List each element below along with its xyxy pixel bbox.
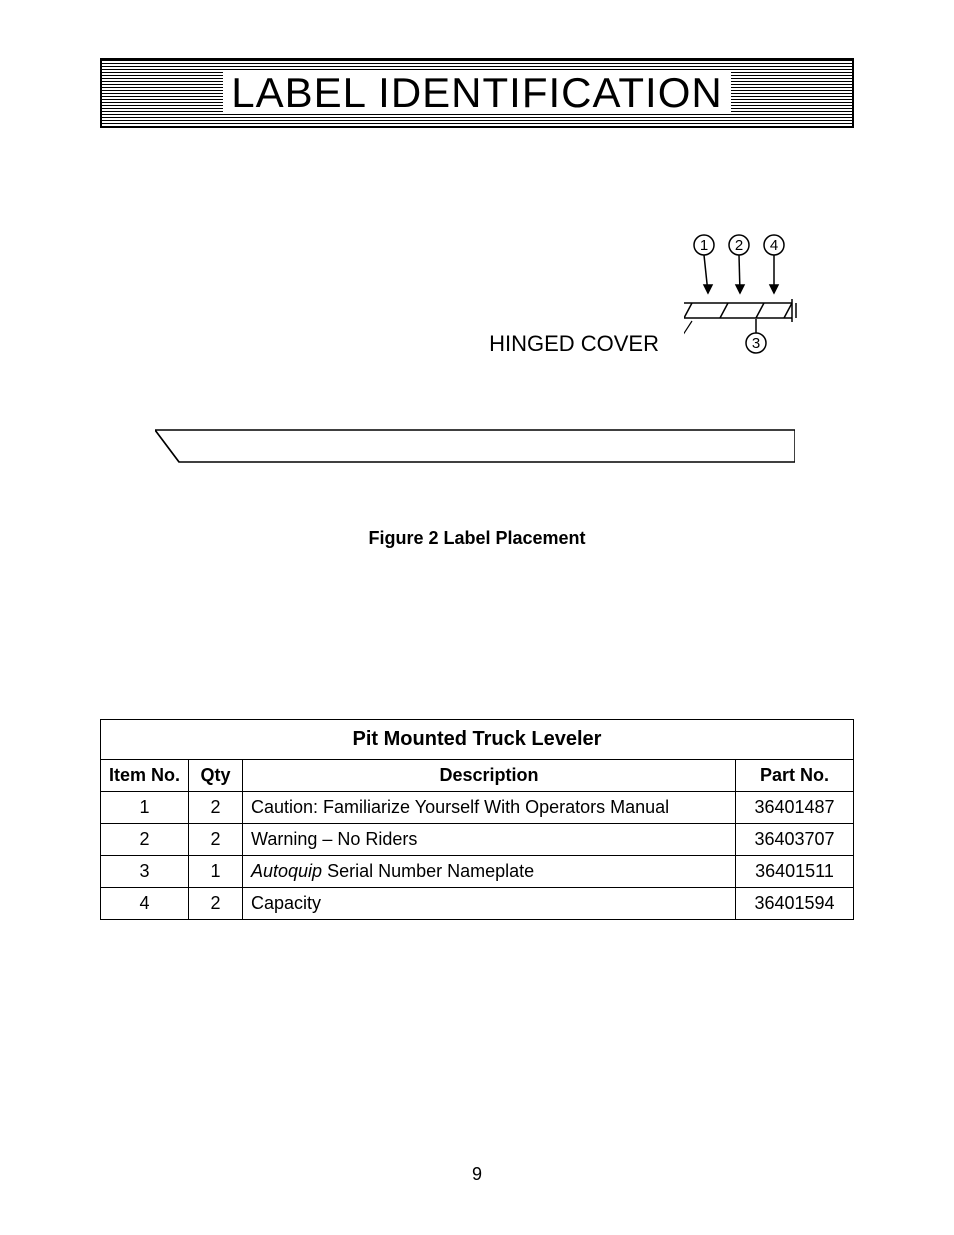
figure-diagram-area: HINGED COVER 1 2 4	[100, 233, 854, 383]
cell-qty: 1	[189, 856, 243, 888]
cell-desc: Autoquip Serial Number Nameplate	[243, 856, 736, 888]
page-number: 9	[0, 1164, 954, 1185]
hinged-cover-label: HINGED COVER	[489, 331, 659, 357]
leveler-side-profile	[155, 428, 854, 473]
callout-2: 2	[729, 235, 749, 255]
cell-qty: 2	[189, 824, 243, 856]
cell-item: 1	[101, 792, 189, 824]
col-header-part: Part No.	[735, 760, 853, 792]
page-title: LABEL IDENTIFICATION	[223, 72, 730, 114]
col-header-desc: Description	[243, 760, 736, 792]
cell-item: 3	[101, 856, 189, 888]
table-row: 4 2 Capacity 36401594	[101, 888, 854, 920]
svg-text:2: 2	[735, 237, 743, 254]
parts-table: Pit Mounted Truck Leveler Item No. Qty D…	[100, 719, 854, 920]
callout-3: 3	[746, 319, 766, 353]
cell-part: 36403707	[735, 824, 853, 856]
cell-part: 36401594	[735, 888, 853, 920]
title-banner: LABEL IDENTIFICATION	[100, 58, 854, 128]
cell-part: 36401511	[735, 856, 853, 888]
table-row: 1 2 Caution: Familiarize Yourself With O…	[101, 792, 854, 824]
col-header-item: Item No.	[101, 760, 189, 792]
leader-lines	[704, 255, 778, 293]
figure-caption: Figure 2 Label Placement	[100, 528, 854, 549]
table-row: 3 1 Autoquip Serial Number Nameplate 364…	[101, 856, 854, 888]
cell-desc: Caution: Familiarize Yourself With Opera…	[243, 792, 736, 824]
label-placement-diagram: 1 2 4	[684, 233, 824, 363]
cell-item: 2	[101, 824, 189, 856]
hinged-cover-leader	[684, 321, 692, 341]
hinged-cover-bracket	[684, 299, 796, 322]
cell-qty: 2	[189, 888, 243, 920]
table-title-row: Pit Mounted Truck Leveler	[101, 720, 854, 760]
parts-table-container: Pit Mounted Truck Leveler Item No. Qty D…	[100, 719, 854, 920]
callout-1: 1	[694, 235, 714, 255]
cell-qty: 2	[189, 792, 243, 824]
cell-part: 36401487	[735, 792, 853, 824]
cell-item: 4	[101, 888, 189, 920]
svg-text:4: 4	[770, 237, 778, 254]
svg-text:1: 1	[700, 237, 708, 254]
table-header-row: Item No. Qty Description Part No.	[101, 760, 854, 792]
cell-desc: Capacity	[243, 888, 736, 920]
table-title: Pit Mounted Truck Leveler	[101, 720, 854, 760]
cell-desc: Warning – No Riders	[243, 824, 736, 856]
callout-4: 4	[764, 235, 784, 255]
svg-text:3: 3	[752, 335, 760, 352]
table-row: 2 2 Warning – No Riders 36403707	[101, 824, 854, 856]
document-page: LABEL IDENTIFICATION HINGED COVER 1 2 4	[0, 0, 954, 1235]
col-header-qty: Qty	[189, 760, 243, 792]
